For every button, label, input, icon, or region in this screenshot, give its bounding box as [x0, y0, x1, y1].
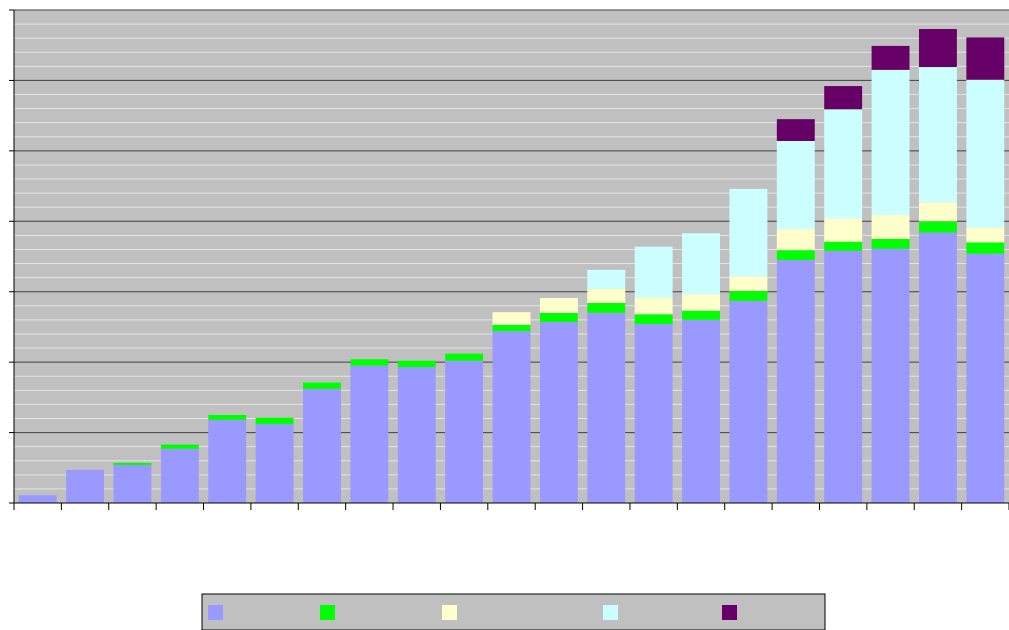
bar-segment — [729, 300, 768, 503]
bar-segment — [682, 294, 720, 311]
bar-segment — [634, 324, 673, 503]
bar-segment — [255, 424, 294, 503]
bar-segment — [113, 462, 152, 465]
legend-swatch — [320, 605, 335, 620]
bar-segment — [66, 469, 105, 503]
bar-segment — [871, 238, 910, 249]
bar-segment — [871, 69, 910, 215]
bar-segment — [160, 444, 199, 449]
bar-segment — [729, 188, 768, 277]
bar-segment — [350, 365, 389, 503]
bar-segment — [634, 314, 673, 325]
bar-segment — [445, 353, 484, 361]
bar-segment — [255, 417, 294, 425]
bar-segment — [634, 297, 673, 315]
bar-segment — [871, 214, 910, 239]
bar-segment — [918, 221, 957, 233]
bar-segment — [824, 86, 863, 110]
bar-segment — [776, 119, 815, 141]
bar-segment — [350, 359, 389, 366]
bar-segment — [824, 241, 863, 251]
bar-segment — [397, 360, 436, 368]
bar-segment — [918, 202, 957, 222]
bar-segment — [871, 248, 910, 503]
bar-segment — [824, 109, 863, 219]
bar-segment — [682, 319, 720, 503]
bar-segment — [18, 495, 57, 503]
legend-swatch — [722, 605, 737, 620]
bar-segment — [492, 324, 531, 332]
bar-segment — [587, 288, 626, 303]
bar-segment — [587, 269, 626, 289]
bar-segment — [492, 312, 531, 325]
bar-segment — [160, 448, 199, 503]
legend — [201, 593, 826, 630]
bar-segment — [539, 298, 578, 313]
bar-segment — [729, 291, 768, 301]
bar-segment — [539, 312, 578, 322]
bar-segment — [587, 312, 626, 503]
legend-swatch — [442, 605, 457, 620]
bar-segment — [492, 331, 531, 503]
bar-segment — [966, 227, 1005, 243]
bar-segment — [303, 388, 341, 503]
bar-segment — [824, 218, 863, 242]
legend-swatch — [603, 605, 618, 620]
legend-swatch — [208, 605, 223, 620]
bar-segment — [918, 29, 957, 68]
bar-segment — [824, 250, 863, 503]
bar-segment — [776, 229, 815, 251]
bar-segment — [587, 302, 626, 313]
bar-segment — [682, 233, 720, 295]
bar-segment — [682, 310, 720, 320]
bar-segment — [966, 37, 1005, 80]
bar-segment — [966, 242, 1005, 254]
bar-segment — [918, 67, 957, 203]
bar-segment — [113, 464, 152, 503]
bar-segment — [445, 360, 484, 503]
bar-segment — [918, 232, 957, 503]
bar-segment — [776, 250, 815, 261]
bar-segment — [303, 382, 341, 389]
bar-segment — [776, 140, 815, 230]
bar-segment — [729, 276, 768, 292]
bar-segment — [208, 414, 247, 420]
bar-segment — [871, 45, 910, 70]
bar-segment — [539, 321, 578, 503]
bar-segment — [776, 260, 815, 503]
bar-segment — [966, 79, 1005, 228]
bar-segment — [634, 246, 673, 298]
bar-segment — [208, 419, 247, 503]
bar-segment — [966, 253, 1005, 503]
bar-segment — [397, 367, 436, 503]
